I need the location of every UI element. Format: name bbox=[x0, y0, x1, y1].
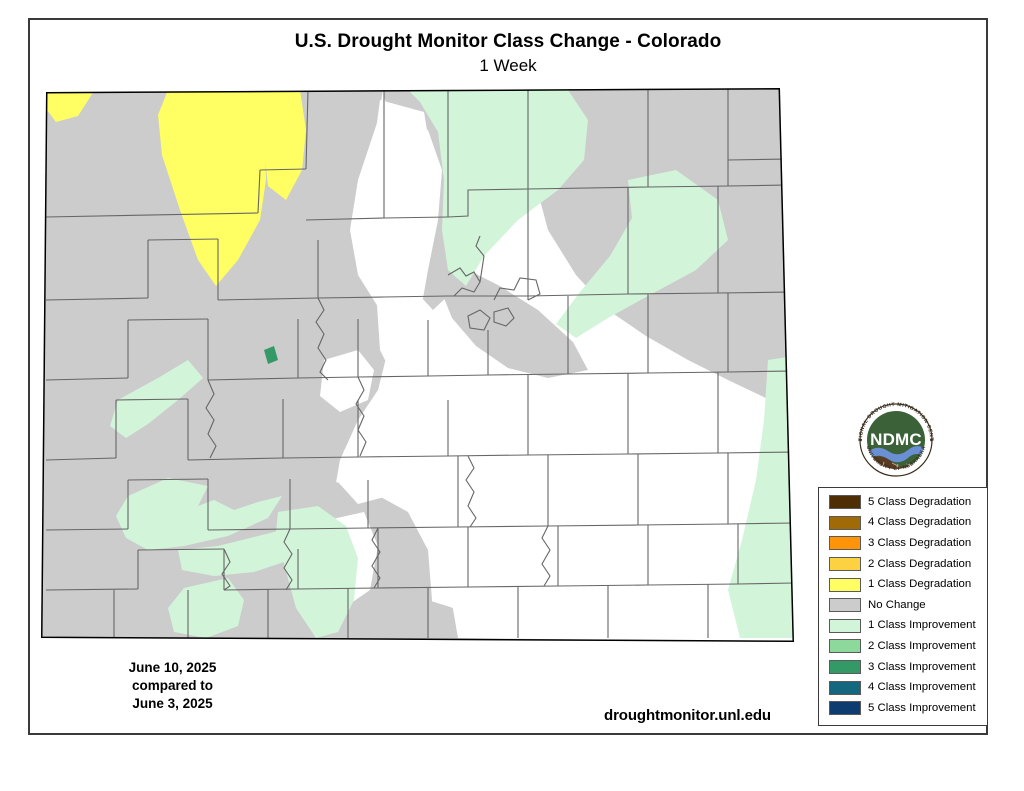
legend-swatch bbox=[829, 557, 861, 572]
legend-item[interactable]: 4 Class Improvement bbox=[819, 677, 987, 698]
legend-item[interactable]: 4 Class Degradation bbox=[819, 513, 987, 534]
region-1-class-improvement-sw2 bbox=[116, 478, 282, 550]
legend-item[interactable]: 5 Class Improvement bbox=[819, 698, 987, 719]
logo-acronym: NDMC bbox=[870, 430, 922, 449]
legend-swatch bbox=[829, 660, 861, 675]
legend-swatch bbox=[829, 536, 861, 551]
legend-swatch bbox=[829, 618, 861, 633]
legend-swatch bbox=[829, 701, 861, 716]
legend-swatch bbox=[829, 680, 861, 695]
legend-item[interactable]: 3 Class Degradation bbox=[819, 533, 987, 554]
caption-line-3: June 3, 2025 bbox=[132, 696, 213, 711]
legend-swatch bbox=[829, 495, 861, 510]
region-1-class-improvement-east-border bbox=[728, 356, 794, 638]
legend-label: 2 Class Degradation bbox=[868, 557, 972, 570]
region-1-class-degradation-moffat-routt bbox=[158, 89, 266, 286]
region-no-change-central-sliver bbox=[440, 260, 588, 378]
region-unshaded-central bbox=[376, 120, 794, 642]
caption-line-1: June 10, 2025 bbox=[128, 660, 217, 675]
legend-swatch bbox=[829, 515, 861, 530]
legend-label: 3 Class Degradation bbox=[868, 536, 972, 549]
legend-label: No Change bbox=[868, 598, 926, 611]
caption-line-2: compared to bbox=[131, 678, 213, 693]
legend-item[interactable]: 3 Class Improvement bbox=[819, 657, 987, 678]
legend-swatch bbox=[829, 639, 861, 654]
legend-item[interactable]: 5 Class Degradation bbox=[819, 492, 987, 513]
legend-item[interactable]: 2 Class Improvement bbox=[819, 636, 987, 657]
legend-label: 1 Class Improvement bbox=[868, 619, 976, 632]
region-1-class-improvement-sw3 bbox=[178, 528, 308, 576]
legend-item[interactable]: 1 Class Degradation bbox=[819, 574, 987, 595]
legend-item[interactable]: No Change bbox=[819, 595, 987, 616]
legend-label: 5 Class Degradation bbox=[868, 495, 972, 508]
legend-item[interactable]: 2 Class Degradation bbox=[819, 554, 987, 575]
region-unshaded-notch-a bbox=[372, 100, 432, 360]
legend-item[interactable]: 1 Class Improvement bbox=[819, 616, 987, 637]
legend-label: 3 Class Improvement bbox=[868, 660, 976, 673]
region-1-class-improvement-north-central bbox=[408, 88, 588, 286]
legend-label: 4 Class Improvement bbox=[868, 681, 976, 694]
region-1-class-improvement-south bbox=[168, 578, 244, 638]
source-url[interactable]: droughtmonitor.unl.edu bbox=[604, 707, 771, 724]
region-1-class-degradation-nw bbox=[46, 91, 94, 122]
legend-swatch bbox=[829, 577, 861, 592]
ndmc-logo: NDMC NATIONAL DROUGHT MITIGATION CENTER … bbox=[848, 392, 933, 477]
legend-label: 4 Class Degradation bbox=[868, 516, 972, 529]
logo-dot-left bbox=[859, 438, 862, 442]
logo-wave bbox=[867, 446, 925, 463]
county-boundaries bbox=[45, 88, 794, 638]
legend-swatch bbox=[829, 598, 861, 613]
legend-label: 1 Class Degradation bbox=[868, 578, 972, 591]
region-unshaded-notch-d bbox=[496, 568, 728, 632]
region-1-class-improvement-sanluis bbox=[276, 506, 358, 638]
state-outline bbox=[41, 88, 794, 642]
region-1-class-degradation-east-lobe bbox=[258, 89, 306, 200]
colorado-drought-map[interactable] bbox=[28, 60, 818, 680]
logo-dot-right bbox=[930, 438, 933, 442]
comparison-date-caption: June 10, 2025 compared to June 3, 2025 bbox=[60, 659, 285, 713]
legend-label: 5 Class Improvement bbox=[868, 701, 976, 714]
region-1-class-improvement-ne-diagonal bbox=[556, 170, 728, 338]
legend-label: 2 Class Improvement bbox=[868, 639, 976, 652]
region-1-class-improvement-small-notch bbox=[264, 346, 278, 364]
drought-class-legend: 5 Class Degradation 4 Class Degradation … bbox=[818, 487, 988, 726]
